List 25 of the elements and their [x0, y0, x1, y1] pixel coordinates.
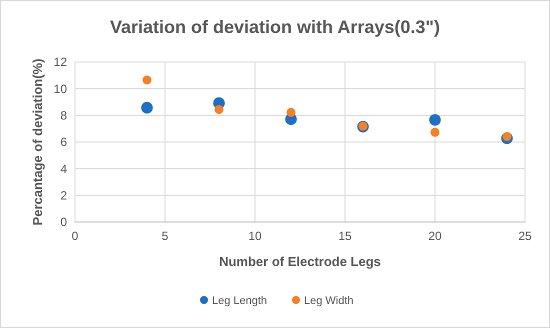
x-tick-label: 20 [428, 229, 442, 243]
point [429, 114, 441, 126]
y-tick-label: 2 [60, 188, 68, 203]
legend-label: Leg Length [212, 294, 268, 307]
x-tick-label: 5 [162, 229, 169, 243]
point [142, 76, 152, 84]
x-tick-label: 15 [338, 229, 352, 243]
x-tick-label: 0 [72, 229, 79, 243]
point [502, 132, 512, 142]
y-tick-label: 8 [60, 108, 68, 123]
y-tick-label: 6 [60, 135, 68, 150]
x-axis-title: Number of Electrode Legs [219, 254, 381, 269]
y-axis-title: Percantage of deviation(%) [30, 58, 45, 226]
y-tick-label: 4 [60, 162, 68, 176]
legend-label: Leg Width [304, 294, 354, 307]
y-tick-label: 12 [54, 55, 68, 70]
y-tick-label: 10 [54, 82, 68, 96]
point [141, 102, 153, 114]
x-tick-label: 25 [518, 229, 532, 243]
point [214, 104, 224, 114]
chart-title: Variation of deviation with Arrays(0.3") [110, 17, 440, 37]
x-tick-label: 10 [248, 229, 262, 243]
y-tick-label: 0 [60, 215, 68, 230]
point [430, 128, 440, 137]
point [286, 108, 296, 117]
